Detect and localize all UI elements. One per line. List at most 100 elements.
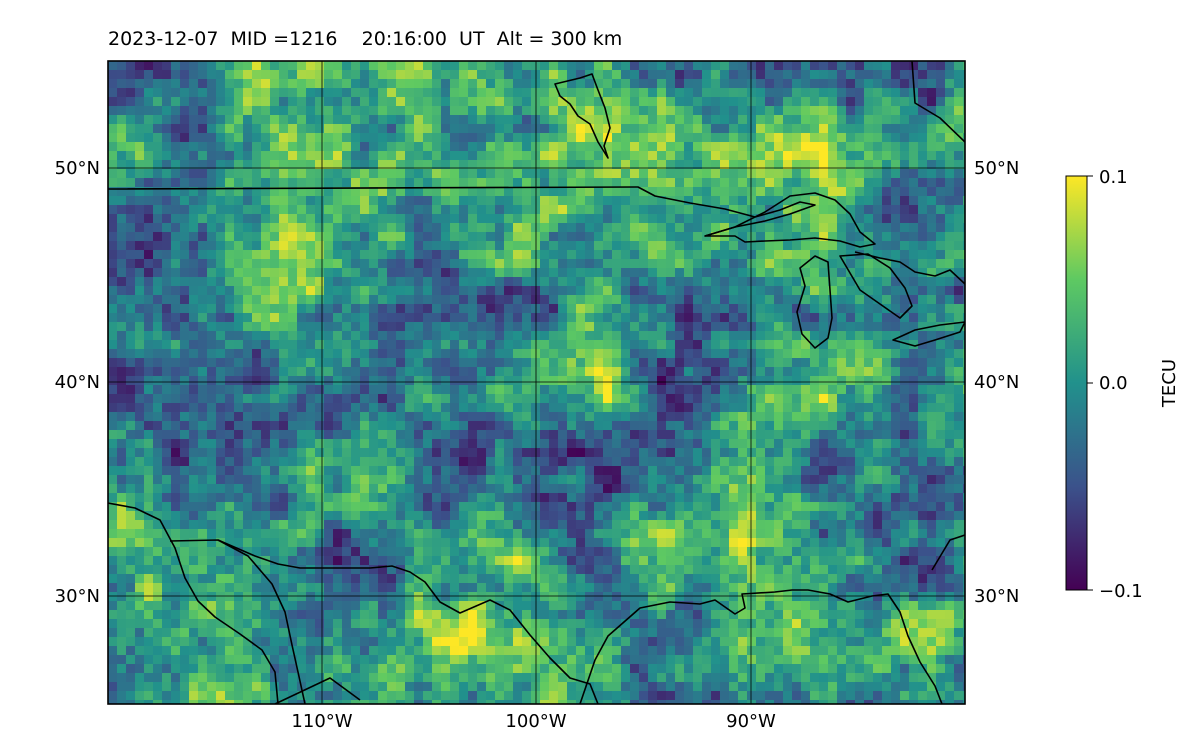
tec-cell xyxy=(315,403,325,413)
tec-cell xyxy=(756,430,766,440)
tec-cell xyxy=(936,313,946,323)
tec-cell xyxy=(297,322,307,332)
tec-cell xyxy=(648,376,658,386)
tec-cell xyxy=(486,502,496,512)
tec-cell xyxy=(360,250,370,260)
tec-cell xyxy=(342,97,352,107)
tec-cell xyxy=(342,358,352,368)
tec-cell xyxy=(252,169,262,179)
tec-cell xyxy=(108,88,118,98)
tec-cell xyxy=(243,484,253,494)
tec-cell xyxy=(225,277,235,287)
tec-cell xyxy=(153,412,163,422)
tec-cell xyxy=(873,385,883,395)
tec-cell xyxy=(720,412,730,422)
tec-cell xyxy=(846,475,856,485)
tec-cell xyxy=(819,313,829,323)
tec-cell xyxy=(936,331,946,341)
tec-cell xyxy=(468,196,478,206)
tec-cell xyxy=(135,223,145,233)
tec-cell xyxy=(414,421,424,431)
tec-cell xyxy=(207,340,217,350)
tec-cell xyxy=(630,376,640,386)
tec-cell xyxy=(414,313,424,323)
tec-cell xyxy=(378,367,388,377)
tec-cell xyxy=(549,223,559,233)
tec-cell xyxy=(846,340,856,350)
tec-cell xyxy=(360,295,370,305)
tec-cell xyxy=(756,376,766,386)
tec-cell xyxy=(612,457,622,467)
tec-cell xyxy=(198,322,208,332)
tec-cell xyxy=(369,88,379,98)
tec-cell xyxy=(774,277,784,287)
tec-cell xyxy=(396,475,406,485)
tec-cell xyxy=(495,187,505,197)
tec-cell xyxy=(585,142,595,152)
tec-cell xyxy=(126,232,136,242)
tec-cell xyxy=(810,412,820,422)
tec-cell xyxy=(144,232,154,242)
tec-cell xyxy=(234,151,244,161)
tec-cell xyxy=(765,394,775,404)
tec-cell xyxy=(387,232,397,242)
tec-cell xyxy=(162,502,172,512)
tec-cell xyxy=(819,133,829,143)
tec-cell xyxy=(855,331,865,341)
tec-cell xyxy=(477,169,487,179)
tec-cell xyxy=(693,196,703,206)
tec-cell xyxy=(963,394,965,404)
tec-cell xyxy=(207,358,217,368)
tec-cell xyxy=(225,475,235,485)
tec-cell xyxy=(774,232,784,242)
tec-cell xyxy=(828,133,838,143)
tec-cell xyxy=(414,304,424,314)
tec-cell xyxy=(252,358,262,368)
tec-cell xyxy=(603,349,613,359)
tec-cell xyxy=(846,376,856,386)
tec-cell xyxy=(801,70,811,80)
tec-cell xyxy=(666,70,676,80)
tec-cell xyxy=(765,97,775,107)
tec-cell xyxy=(657,358,667,368)
tec-cell xyxy=(810,241,820,251)
tec-cell xyxy=(351,421,361,431)
tec-cell xyxy=(558,223,568,233)
tec-cell xyxy=(900,331,910,341)
tec-cell xyxy=(873,475,883,485)
tec-cell xyxy=(486,178,496,188)
tec-cell xyxy=(486,187,496,197)
tec-cell xyxy=(819,178,829,188)
tec-cell xyxy=(630,88,640,98)
tec-cell xyxy=(558,322,568,332)
tec-cell xyxy=(666,466,676,476)
tec-cell xyxy=(549,358,559,368)
tec-cell xyxy=(891,133,901,143)
tec-cell xyxy=(819,196,829,206)
tec-cell xyxy=(171,448,181,458)
tec-cell xyxy=(765,331,775,341)
tec-cell xyxy=(720,421,730,431)
tec-cell xyxy=(594,313,604,323)
tec-cell xyxy=(270,142,280,152)
tec-cell xyxy=(801,61,811,71)
tec-cell xyxy=(594,322,604,332)
tec-cell xyxy=(639,169,649,179)
tec-cell xyxy=(252,376,262,386)
tec-cell xyxy=(576,421,586,431)
tec-cell xyxy=(558,439,568,449)
tec-cell xyxy=(342,448,352,458)
tec-cell xyxy=(801,304,811,314)
tec-cell xyxy=(441,376,451,386)
tec-cell xyxy=(198,367,208,377)
tec-cell xyxy=(144,412,154,422)
tec-cell xyxy=(702,178,712,188)
tec-cell xyxy=(468,124,478,134)
tec-cell xyxy=(891,214,901,224)
tec-cell xyxy=(918,376,928,386)
tec-cell xyxy=(243,358,253,368)
tec-cell xyxy=(747,97,757,107)
tec-cell xyxy=(810,88,820,98)
tec-cell xyxy=(603,187,613,197)
tec-cell xyxy=(630,232,640,242)
